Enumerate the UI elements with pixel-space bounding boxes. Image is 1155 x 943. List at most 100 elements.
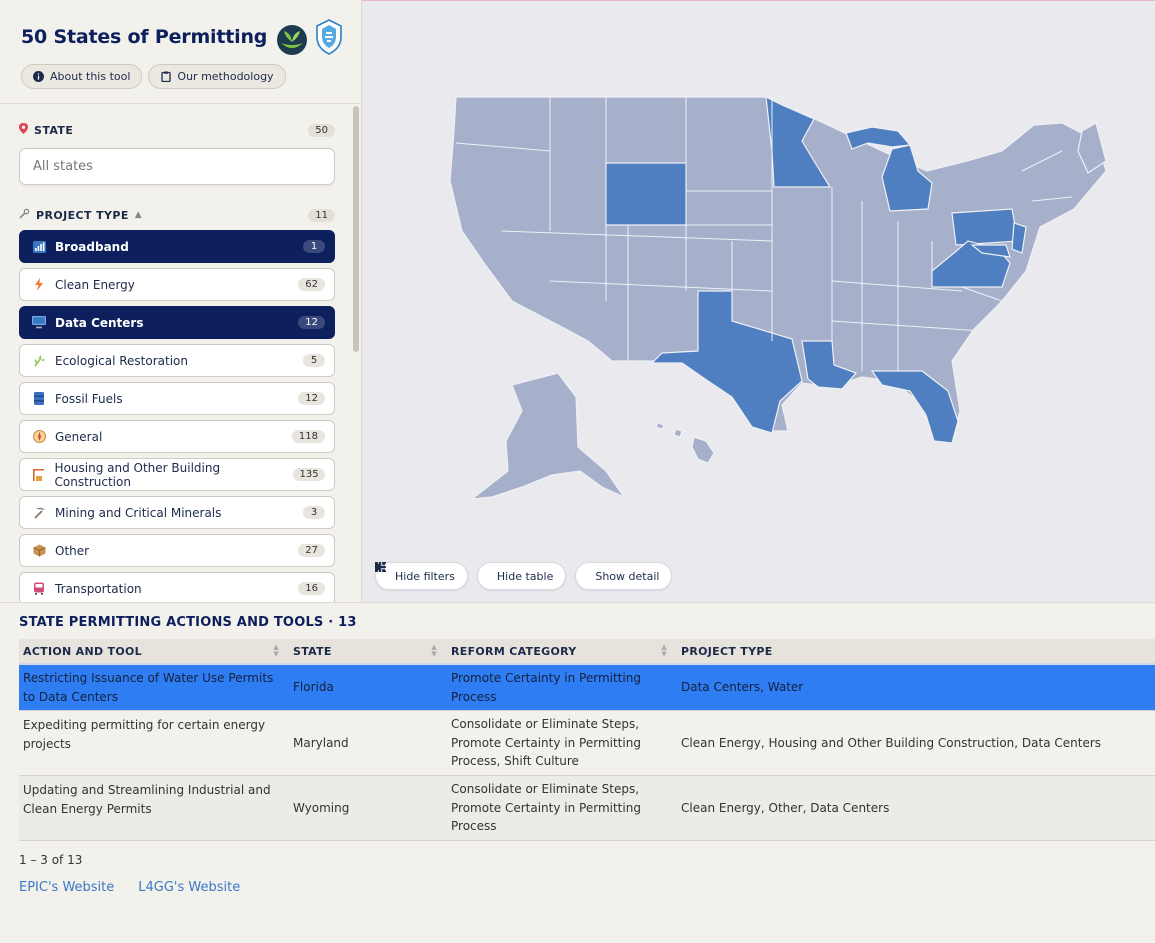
table-row[interactable]: Restricting Issuance of Water Use Permit… (19, 664, 1155, 711)
project-type-item-count: 3 (303, 506, 325, 519)
cell-state: Maryland (289, 710, 447, 776)
hide-filters-button[interactable]: Hide filters (375, 562, 468, 590)
project-type-item-fossil-fuels[interactable]: Fossil Fuels 12 (19, 382, 335, 415)
project-type-label: PROJECT TYPE (36, 208, 129, 222)
project-type-item-label: Broadband (55, 239, 129, 254)
cell-state: Florida (289, 664, 447, 711)
table-header-row: ACTION AND TOOL ▲ ▼ STATE ▲ ▼ REFORM CATEGOR… (19, 639, 1155, 665)
col-header-state[interactable]: STATE ▲ ▼ (289, 639, 447, 665)
project-type-item-label: Fossil Fuels (55, 391, 123, 406)
project-type-item-label: Mining and Critical Minerals (55, 505, 222, 520)
project-type-count-badge: 11 (308, 208, 335, 222)
project-type-item-count: 135 (292, 468, 325, 481)
col-header-action[interactable]: ACTION AND TOOL ▲ ▼ (19, 639, 289, 665)
state-count-badge: 50 (308, 123, 335, 137)
state-maryland[interactable] (970, 244, 1011, 258)
cell-action: Updating and Streamlining Industrial and… (19, 775, 289, 841)
project-type-item-count: 12 (298, 392, 325, 405)
hide-filters-label: Hide filters (395, 569, 455, 583)
project-type-item-label: Housing and Other Building Construction (54, 460, 221, 489)
table-title: STATE PERMITTING ACTIONS AND TOOLS · 13 (19, 615, 357, 630)
state-search-input[interactable] (19, 148, 335, 185)
state-alaska[interactable] (469, 372, 626, 500)
project-type-list: Broadband 1 Clean Energy 62 Data Centers 12 Ec… (19, 230, 335, 602)
sidebar-scrollbar[interactable] (353, 106, 359, 596)
cell-project-type: Data Centers, Water (677, 664, 1155, 711)
state-hawaii-isle-2[interactable] (673, 428, 683, 438)
project-type-item-ecological-restoration[interactable]: Ecological Restoration 5 (19, 344, 335, 377)
project-type-item-housing-and-other-building-construction[interactable]: Housing and Other Building Construction 1… (19, 458, 335, 491)
wrench-icon (19, 208, 30, 222)
state-pennsylvania[interactable] (951, 208, 1019, 246)
project-type-item-clean-energy[interactable]: Clean Energy 62 (19, 268, 335, 301)
hide-table-label: Hide table (496, 569, 554, 583)
cell-action: Expediting permitting for certain energy… (19, 710, 289, 776)
state-filter-label: STATE (34, 123, 74, 137)
state-wyoming[interactable] (605, 162, 687, 226)
l4gg-website-link[interactable]: L4GG's Website (138, 880, 241, 895)
location-pin-icon (19, 123, 28, 137)
sidebar: 50 States of Permitting About this tool (0, 0, 362, 602)
train-icon (32, 582, 46, 596)
project-type-item-count: 5 (303, 354, 325, 367)
box-icon (32, 544, 46, 558)
table-row[interactable]: Expediting permitting for certain energy… (19, 710, 1155, 776)
state-minnesota[interactable] (765, 95, 832, 188)
map-area: Hide filters Hide table Show detail (362, 0, 1155, 602)
col-header-reform[interactable]: REFORM CATEGORY ▲ ▼ (447, 639, 677, 665)
project-type-item-count: 1 (303, 240, 325, 253)
epic-website-link[interactable]: EPIC's Website (19, 880, 115, 895)
monitor-icon (32, 316, 46, 330)
show-detail-button[interactable]: Show detail (375, 562, 673, 590)
l4gg-logo-icon[interactable] (316, 19, 342, 55)
project-type-item-label: General (55, 429, 103, 444)
project-type-item-count: 16 (298, 582, 325, 595)
cell-project-type: Clean Energy, Housing and Other Building… (677, 710, 1155, 776)
project-type-item-broadband[interactable]: Broadband 1 (19, 230, 335, 263)
project-type-item-label: Clean Energy (55, 277, 135, 292)
methodology-label: Our methodology (177, 70, 274, 83)
project-type-header[interactable]: PROJECT TYPE ▲ 11 (19, 205, 335, 225)
pagination-text: 1 – 3 of 13 (19, 853, 83, 867)
state-hawaii-isle-3[interactable] (655, 422, 665, 430)
state-michigan-upper[interactable] (845, 126, 912, 150)
state-louisiana[interactable] (801, 340, 858, 390)
methodology-button[interactable]: Our methodology (148, 64, 286, 89)
project-type-item-other[interactable]: Other 27 (19, 534, 335, 567)
project-type-item-count: 12 (298, 316, 325, 329)
sort-icon: ▲ ▼ (273, 643, 279, 658)
project-type-item-label: Other (55, 543, 90, 558)
state-new-jersey[interactable] (1011, 222, 1027, 254)
lightning-icon (32, 278, 46, 292)
project-type-item-count: 62 (298, 278, 325, 291)
project-type-item-transportation[interactable]: Transportation 16 (19, 572, 335, 602)
cell-project-type: Clean Energy, Other, Data Centers (677, 775, 1155, 841)
hide-table-button[interactable]: Hide table (375, 562, 567, 590)
project-type-item-label: Transportation (55, 581, 142, 596)
state-michigan-lower[interactable] (881, 144, 933, 212)
project-type-item-mining-and-critical-minerals[interactable]: Mining and Critical Minerals 3 (19, 496, 335, 529)
about-tool-label: About this tool (50, 70, 131, 83)
state-hawaii[interactable] (691, 436, 715, 464)
app-title: 50 States of Permitting (21, 26, 268, 48)
filters-panel: STATE 50 PROJECT TYPE ▲ 11 Broadband 1 Cle… (19, 106, 335, 602)
epic-logo-icon[interactable] (277, 25, 307, 55)
about-tool-button[interactable]: About this tool (21, 64, 143, 89)
table-row[interactable]: Updating and Streamlining Industrial and… (19, 775, 1155, 841)
project-type-item-count: 27 (298, 544, 325, 557)
sidebar-scrollbar-thumb[interactable] (353, 106, 359, 352)
col-header-project-type[interactable]: PROJECT TYPE (677, 639, 1155, 665)
us-map[interactable] (362, 1, 1155, 603)
project-type-item-general[interactable]: General 118 (19, 420, 335, 453)
collapse-triangle-icon: ▲ (134, 210, 143, 220)
state-maine[interactable] (1077, 122, 1107, 174)
project-type-item-label: Data Centers (55, 315, 144, 330)
state-filter-header: STATE 50 (19, 120, 335, 140)
state-texas[interactable] (650, 290, 803, 434)
clipboard-icon (160, 71, 171, 82)
info-icon (33, 71, 44, 82)
project-type-item-data-centers[interactable]: Data Centers 12 (19, 306, 335, 339)
cell-reform: Consolidate or Eliminate Steps, Promote … (447, 710, 677, 776)
state-florida[interactable] (870, 370, 959, 444)
compass-icon (32, 430, 46, 444)
